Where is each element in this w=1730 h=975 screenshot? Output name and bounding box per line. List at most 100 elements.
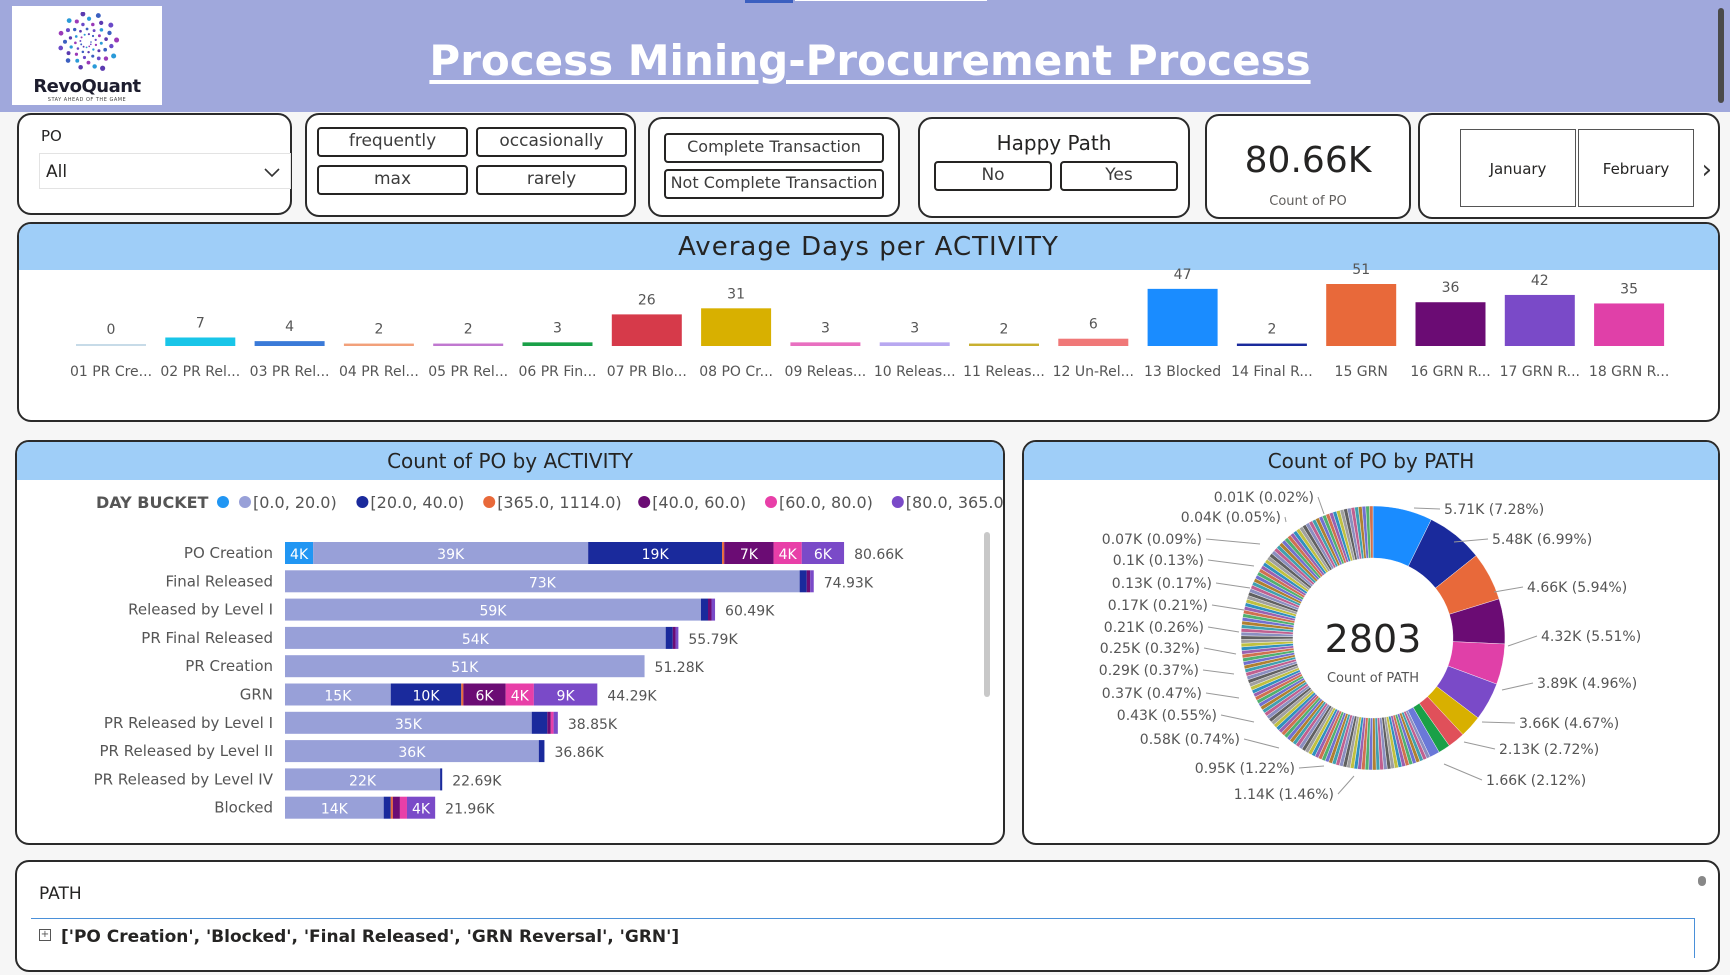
segment-label: 39K	[437, 547, 465, 563]
table-row[interactable]: + ['PO Creation', 'Blocked', 'Final Rele…	[31, 918, 1695, 958]
logo-spiral-icon	[58, 11, 120, 71]
not-complete-transaction-button[interactable]: Not Complete Transaction	[664, 169, 884, 199]
legend-marker	[483, 496, 496, 508]
kpi-value: 80.66K	[1244, 140, 1372, 181]
bar	[1415, 302, 1486, 346]
bar-segment	[675, 626, 679, 649]
logo-dot	[104, 37, 108, 41]
logo-dot	[65, 28, 70, 33]
segment-label: 14K	[321, 802, 349, 818]
data-label: 0	[107, 322, 116, 338]
month-option-february[interactable]: February	[1578, 129, 1694, 207]
leader-line	[1481, 721, 1516, 724]
frequency-option-max[interactable]: max	[317, 165, 468, 195]
logo-dot	[65, 58, 71, 63]
leader-line	[1298, 765, 1325, 769]
data-label: 6	[1089, 317, 1098, 333]
category-label: PR Released by Level I	[104, 714, 273, 732]
header-band: RevoQuant STAY AHEAD OF THE GAME Process…	[0, 0, 1730, 112]
slice-label: 0.1K (0.13%)	[1113, 553, 1204, 569]
avg-days-chart: 0 01 PR Cre... 7 02 PR Rel... 4 03 PR Rel... 2…	[70, 262, 1669, 380]
slice-label: 0.37K (0.47%)	[1102, 686, 1202, 702]
data-label: 3	[910, 320, 919, 336]
happy-path-no-button[interactable]: No	[934, 161, 1052, 191]
bar-segment	[285, 542, 314, 564]
bar	[433, 343, 504, 346]
category-label: 15 GRN	[1335, 364, 1388, 380]
category-label: PO Creation	[184, 544, 273, 562]
frequency-option-rarely[interactable]: rarely	[476, 165, 627, 195]
po-dropdown[interactable]: All	[39, 153, 291, 189]
leader-line	[1317, 496, 1325, 515]
slice-label: 0.25K (0.32%)	[1100, 641, 1200, 657]
transaction-slicer: Complete Transaction Not Complete Transa…	[648, 117, 900, 217]
bar-segment	[285, 683, 391, 706]
legend-title: DAY BUCKET	[96, 493, 209, 512]
leader-line	[1207, 559, 1255, 567]
po-by-path-chart: 2803 Count of PATH 5.71K (7.28%) 5.48K (6.9…	[1099, 490, 1641, 803]
expand-icon[interactable]: +	[39, 929, 51, 941]
logo-dot	[92, 48, 95, 51]
data-label: 4	[285, 319, 294, 335]
frequency-option-frequently[interactable]: frequently	[317, 127, 468, 157]
logo-dot	[86, 60, 91, 65]
data-label: 35	[1620, 281, 1638, 297]
logo-dot	[74, 35, 78, 38]
bar-segment	[672, 626, 676, 649]
bar-segment	[285, 796, 384, 819]
legend-label: [40.0, 60.0)	[652, 493, 746, 512]
logo-dot	[100, 65, 106, 71]
leader-line	[1205, 692, 1240, 699]
bar-segment	[505, 683, 534, 706]
logo-dot	[66, 18, 72, 24]
total-label: 38.85K	[568, 717, 618, 733]
logo-dot	[82, 45, 85, 48]
category-label: 12 Un-Rel...	[1053, 364, 1134, 380]
bar-segment	[588, 542, 723, 564]
category-label: Final Released	[166, 572, 273, 590]
category-label: 11 Releas...	[963, 364, 1045, 380]
path-table-header: PATH	[39, 884, 82, 904]
logo-dot	[99, 20, 104, 26]
slice-label: 0.95K (1.22%)	[1195, 761, 1295, 777]
category-label: Released by Level I	[128, 601, 273, 619]
logo-dot	[91, 34, 95, 38]
po-by-path-card: Count of PO by PATH 2803 Count of PATH 5.7…	[1022, 440, 1720, 845]
logo-dot	[74, 52, 79, 56]
chevron-right-icon[interactable]: ›	[1701, 155, 1712, 185]
logo-dot	[63, 39, 68, 44]
leader-line	[1215, 582, 1251, 589]
complete-transaction-button[interactable]: Complete Transaction	[664, 133, 884, 163]
logo-dot	[87, 50, 90, 54]
bar-segment	[285, 570, 800, 593]
segment-label: 6K	[475, 689, 494, 705]
table-scrollbar[interactable]	[1698, 876, 1706, 886]
leader-line	[1337, 775, 1355, 795]
total-label: 55.79K	[688, 632, 738, 648]
donut-center-label: Count of PATH	[1327, 671, 1419, 686]
logo-dot	[82, 55, 87, 60]
month-option-january[interactable]: January	[1460, 129, 1576, 207]
bar-segment	[801, 542, 845, 564]
frequency-option-occasionally[interactable]: occasionally	[476, 127, 627, 157]
bar-segment	[461, 683, 464, 706]
bar	[701, 308, 772, 346]
legend-marker	[239, 496, 251, 508]
chevron-down-icon	[264, 168, 280, 178]
happy-path-yes-button[interactable]: Yes	[1060, 161, 1178, 191]
avg-days-chart-card: Average Days per ACTIVITY 0 01 PR Cre... 7…	[17, 222, 1720, 422]
page-scrollbar[interactable]	[1718, 8, 1724, 103]
category-label: 18 GRN R...	[1589, 364, 1669, 380]
bar-segment	[390, 796, 393, 819]
logo-dot	[90, 41, 92, 43]
logo-dot	[69, 45, 73, 49]
chart-scrollbar[interactable]	[984, 532, 990, 697]
bar-segment	[399, 796, 407, 819]
leader-line	[1243, 738, 1280, 749]
category-label: 06 PR Fin...	[518, 364, 596, 380]
po-by-activity-chart: DAY BUCKET [0.0, 20.0) [20.0, 40.0) [365.0,…	[94, 493, 1003, 819]
category-label: 10 Releas...	[874, 364, 956, 380]
segment-label: 7K	[740, 547, 759, 563]
category-label: 07 PR Blo...	[607, 364, 687, 380]
logo-dot	[91, 22, 95, 27]
